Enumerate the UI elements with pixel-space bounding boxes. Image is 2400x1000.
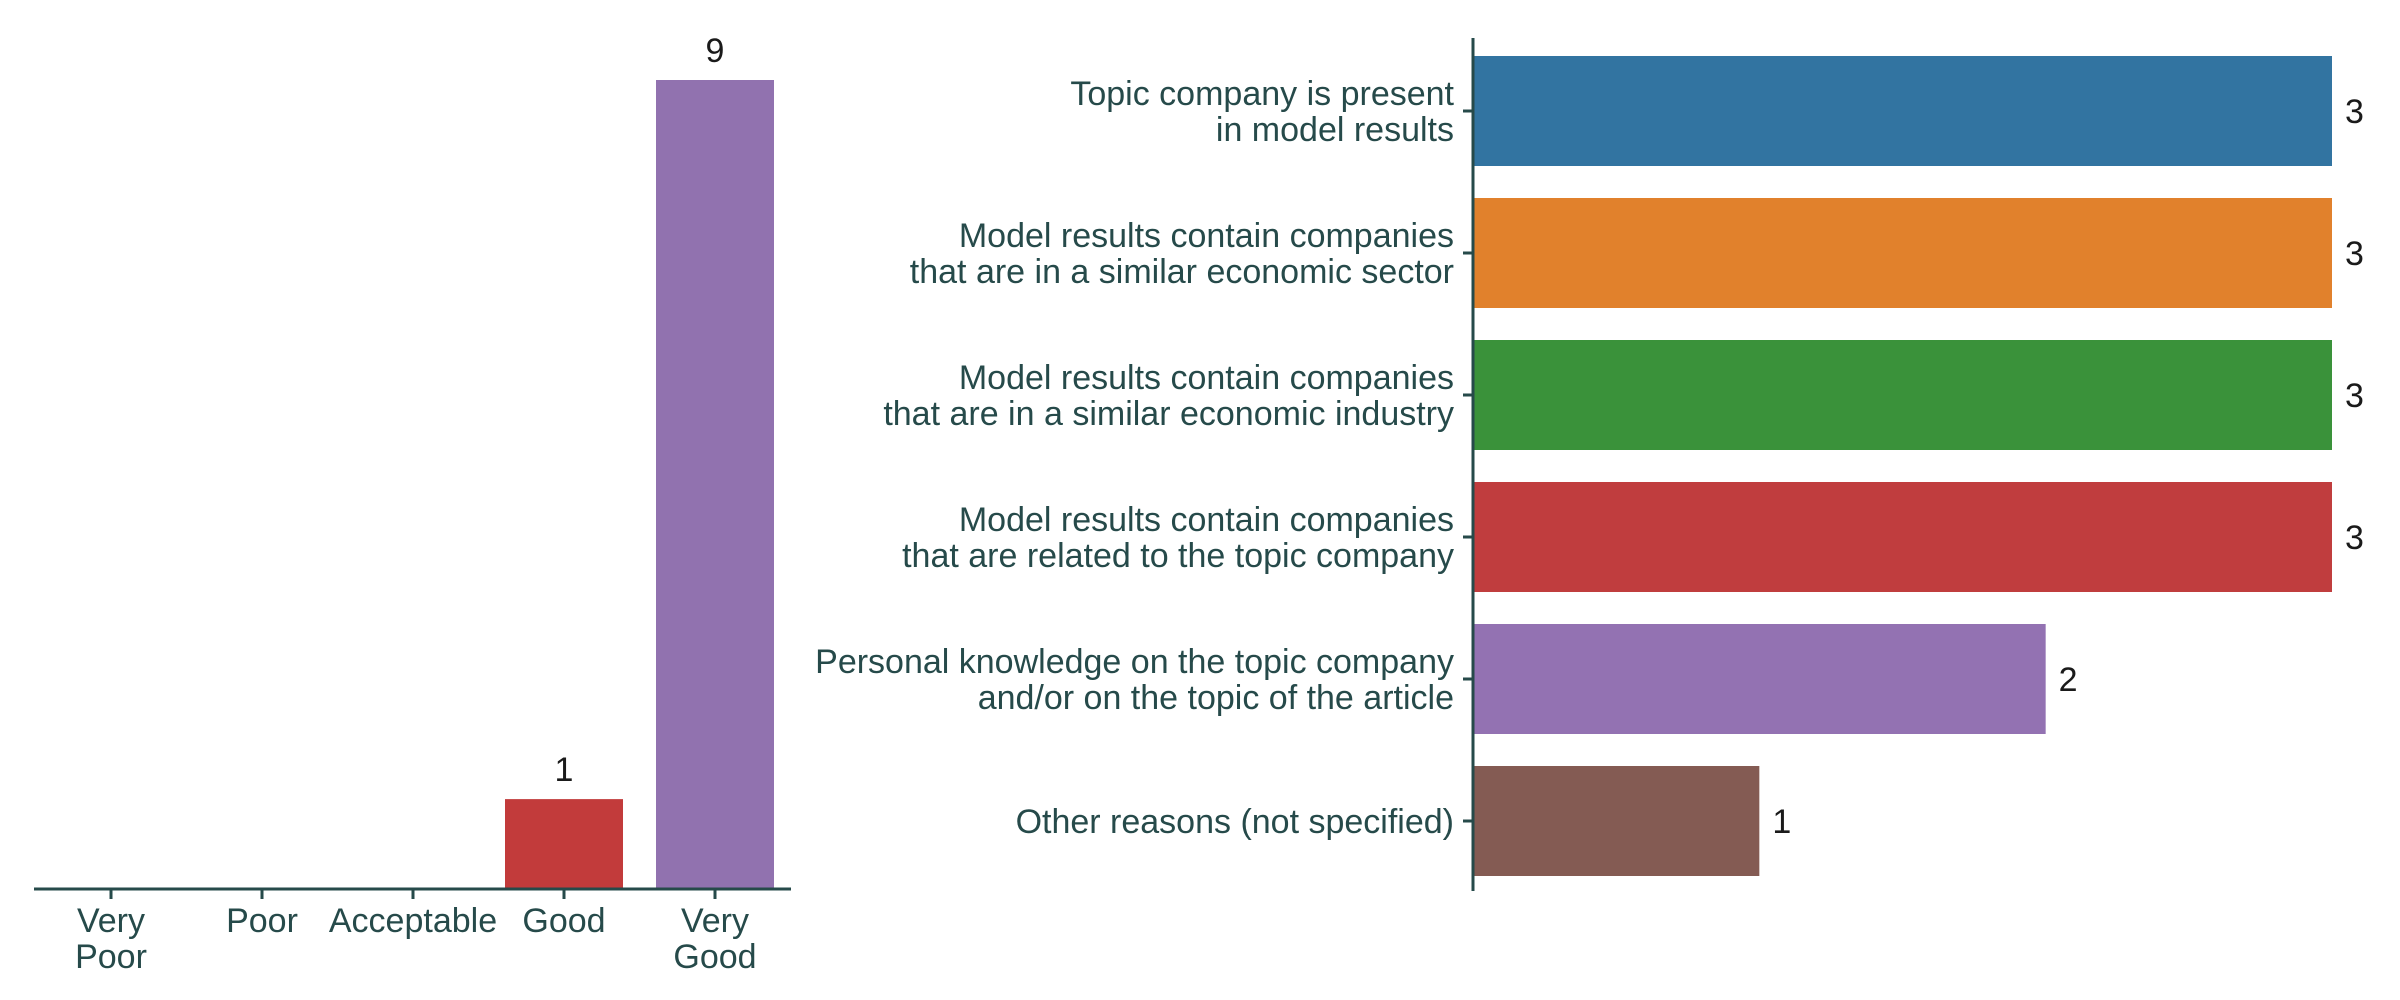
y-tick-label-line: Other reasons (not specified) [1016, 803, 1454, 841]
y-tick-label-3: Model results contain companies that are … [902, 501, 1454, 575]
x-tick-label-line: Very [77, 902, 145, 940]
y-tick-label-line: Model results contain companies [959, 217, 1454, 255]
x-tick-label-3: Good [522, 902, 605, 940]
x-tick-label-line: Good [673, 938, 756, 976]
bar-2 [1473, 340, 2332, 450]
x-tick-label-line: Very [681, 902, 749, 940]
x-tick-label-line: Acceptable [329, 902, 497, 940]
y-tick-label-2: Model results contain companies that are … [883, 359, 1454, 433]
y-tick-label-line: Model results contain companies [959, 359, 1454, 397]
bar-4 [1473, 624, 2046, 734]
x-tick-label-line: Poor [75, 938, 147, 976]
y-tick-label-line: Personal knowledge on the topic company [815, 643, 1454, 681]
bar-0 [1473, 56, 2332, 166]
y-tick-label-0: Topic company is present in model results [1070, 75, 1454, 149]
x-tick-label-0: Very Poor [75, 902, 147, 976]
y-tick-label-1: Model results contain companies that are … [910, 217, 1454, 291]
bar-3 [1473, 482, 2332, 592]
y-tick-label-line: in model results [1216, 111, 1454, 149]
x-tick-label-line: Good [522, 902, 605, 940]
y-tick-label-5: Other reasons (not specified) [1016, 803, 1454, 841]
bar-1 [1473, 198, 2332, 308]
x-tick-label-2: Acceptable [329, 902, 497, 940]
x-tick-label-1: Poor [226, 902, 298, 940]
bar-value-label-4: 9 [706, 32, 725, 70]
y-tick-label-4: Personal knowledge on the topic company a… [815, 643, 1454, 717]
x-tick-label-line: Poor [226, 902, 298, 940]
y-tick-label-line: that are related to the topic company [902, 537, 1454, 575]
y-tick-label-line: that are in a similar economic industry [883, 395, 1454, 433]
bar-value-label-5: 1 [1772, 803, 1791, 841]
bar-5 [1473, 766, 1760, 876]
y-tick-label-line: that are in a similar economic sector [910, 253, 1454, 291]
bar-value-label-3: 1 [555, 751, 574, 789]
bar-value-label-3: 3 [2345, 519, 2364, 557]
y-tick-label-line: and/or on the topic of the article [978, 679, 1454, 717]
bar-3 [505, 799, 623, 889]
bar-value-label-0: 3 [2345, 93, 2364, 131]
reasons-chart: 3 Topic company is present in model result… [815, 38, 2364, 891]
y-tick-label-line: Model results contain companies [959, 501, 1454, 539]
bar-4 [656, 80, 774, 889]
bar-value-label-4: 2 [2059, 661, 2078, 699]
y-tick-label-line: Topic company is present [1070, 75, 1454, 113]
x-tick-label-4: Very Good [673, 902, 756, 976]
bar-value-label-2: 3 [2345, 377, 2364, 415]
bar-value-label-1: 3 [2345, 235, 2364, 273]
